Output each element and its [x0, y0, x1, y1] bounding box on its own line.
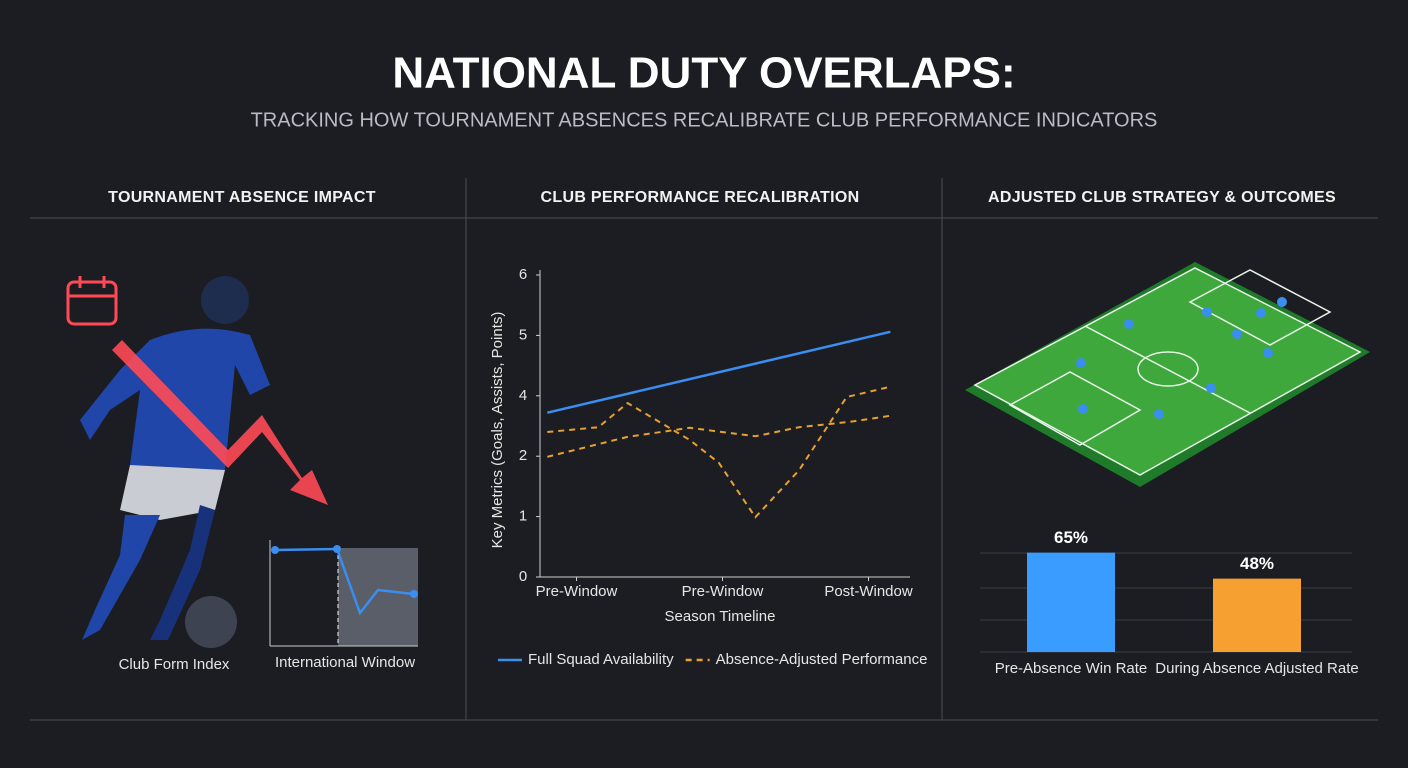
legend-label: Full Squad Availability: [528, 651, 674, 668]
panel-heading: CLUB PERFORMANCE RECALIBRATION: [541, 189, 860, 206]
illustration-label: Club Form Index: [119, 656, 230, 673]
decline-arrow: [112, 340, 328, 505]
bar: [1027, 552, 1115, 652]
y-tick-label: 6: [519, 266, 527, 283]
x-tick-label: Pre-Window: [536, 583, 618, 600]
y-tick-label: 0: [519, 568, 527, 585]
category-label: Pre-Absence Win Rate: [995, 660, 1148, 677]
series-line: [547, 330, 891, 414]
y-tick-label: 5: [519, 326, 527, 343]
title: NATIONAL DUTY OVERLAPS:: [392, 49, 1015, 98]
panel-heading: TOURNAMENT ABSENCE IMPACT: [108, 189, 376, 206]
subtitle: TRACKING HOW TOURNAMENT ABSENCES RECALIB…: [251, 109, 1158, 131]
y-axis-label: Key Metrics (Goals, Assists, Points): [489, 312, 506, 549]
mini-chart: [269, 540, 418, 647]
y-tick-label: 1: [519, 508, 527, 525]
x-tick-label: Pre-Window: [682, 583, 764, 600]
legend-label: Absence-Adjusted Performance: [716, 651, 928, 668]
category-label: During Absence Adjusted Rate: [1155, 660, 1358, 677]
calendar-icon: [66, 276, 118, 326]
player-illustration: [80, 276, 270, 648]
value-label: 65%: [1054, 528, 1088, 547]
pitch-illustration: [965, 262, 1370, 487]
series-line: [547, 385, 891, 519]
value-label: 48%: [1240, 554, 1274, 573]
x-tick-label: Post-Window: [824, 583, 913, 600]
x-axis-label: Season Timeline: [665, 608, 776, 625]
y-tick-label: 4: [519, 387, 527, 404]
series-line: [547, 414, 891, 458]
bar: [1213, 578, 1301, 652]
panel-heading: ADJUSTED CLUB STRATEGY & OUTCOMES: [988, 189, 1336, 206]
illustration-label: International Window: [275, 654, 415, 671]
y-tick-label: 2: [519, 447, 527, 464]
